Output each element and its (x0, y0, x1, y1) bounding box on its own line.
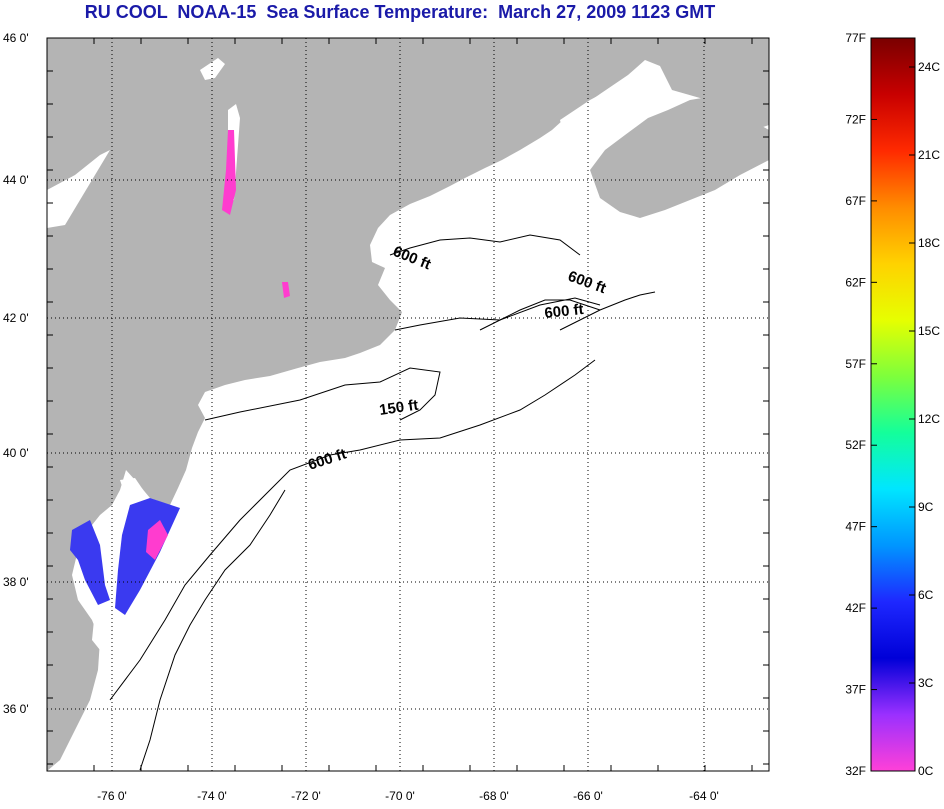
colorbar-f-label: 57F (845, 357, 866, 371)
colorbar-c-label: 9C (918, 500, 934, 514)
colorbar-f-label: 67F (845, 194, 866, 208)
bay-of-fundy (560, 72, 645, 140)
temperature-colorbar (870, 37, 916, 772)
colorbar-f-label: 77F (845, 31, 866, 45)
sst-pink-streak-1 (222, 130, 236, 215)
colorbar-f-label: 42F (845, 601, 866, 615)
colorbar-f-label: 72F (845, 112, 866, 126)
lon-label: -74 0' (197, 789, 227, 803)
frame-ticks (46, 37, 769, 771)
contour-600ft (109, 234, 656, 701)
longitude-labels: -76 0' -74 0' -72 0' -70 0' -68 0' -66 0' -64 … (97, 789, 719, 803)
contour-label: 600 ft (544, 301, 585, 322)
colorbar-f-label: 52F (845, 438, 866, 452)
contour-shelf-inner (139, 489, 286, 771)
lon-label: -68 0' (479, 789, 509, 803)
lat-label: 38 0' (3, 575, 29, 589)
lat-label: 42 0' (3, 311, 29, 325)
long-island-sound (198, 368, 325, 406)
colorbar-f-label: 32F (845, 764, 866, 778)
lat-label: 46 0' (3, 31, 29, 45)
colorbar-f-label: 47F (845, 520, 866, 534)
sst-pink-streak-2 (282, 282, 290, 298)
sst-chesapeake-patch (70, 520, 110, 605)
map-title: RU COOL NOAA-15 Sea Surface Temperature:… (84, 2, 716, 22)
lat-label: 36 0' (3, 702, 29, 716)
colorbar-fahrenheit-labels: 77F 72F 67F 62F 57F 52F 47F 42F 37F 32F (845, 31, 877, 778)
colorbar-c-label: 3C (918, 676, 934, 690)
lat-label: 44 0' (3, 173, 29, 187)
lon-label: -76 0' (97, 789, 127, 803)
lake-inland (47, 150, 110, 228)
land-nova-scotia (590, 95, 769, 218)
graticule (47, 37, 769, 771)
colorbar-c-label: 24C (918, 60, 940, 74)
colorbar-f-label: 37F (845, 683, 866, 697)
lon-label: -64 0' (689, 789, 719, 803)
lake-small-1 (200, 58, 225, 80)
latitude-labels: 46 0' 44 0' 42 0' 40 0' 38 0' 36 0' (3, 31, 29, 716)
lon-label: -72 0' (291, 789, 321, 803)
map-layers (47, 38, 769, 771)
colorbar-f-label: 62F (845, 275, 866, 289)
lon-label: -70 0' (385, 789, 415, 803)
lon-label: -66 0' (573, 789, 603, 803)
colorbar-celsius-labels: 24C 21C 18C 15C 12C 9C 6C 3C 0C (909, 60, 940, 778)
colorbar-c-label: 18C (918, 236, 940, 250)
lat-label: 40 0' (3, 446, 29, 460)
colorbar-c-label: 12C (918, 412, 940, 426)
colorbar-c-label: 15C (918, 324, 940, 338)
colorbar-c-label: 6C (918, 588, 934, 602)
colorbar-c-label: 0C (918, 764, 934, 778)
colorbar-c-label: 21C (918, 148, 940, 162)
land-mainland (47, 38, 769, 771)
sst-pink-streak-3 (146, 520, 168, 560)
contour-label: 150 ft (378, 397, 419, 419)
